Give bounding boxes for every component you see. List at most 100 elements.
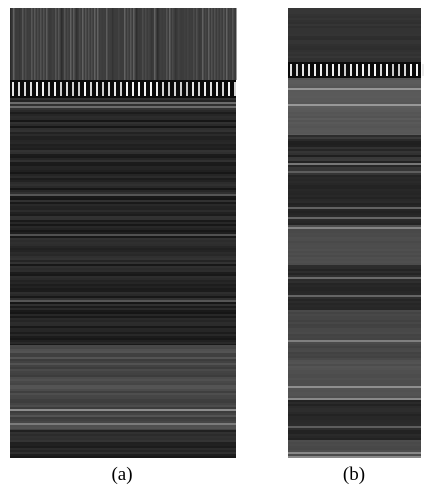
texture-stripe bbox=[124, 8, 126, 80]
texture-stripe bbox=[10, 8, 12, 80]
bar-stripe bbox=[416, 64, 418, 76]
texture-line bbox=[10, 198, 236, 200]
texture-line bbox=[288, 14, 421, 16]
texture-line bbox=[288, 92, 421, 94]
texture-stripe bbox=[13, 8, 15, 80]
texture-line bbox=[10, 357, 236, 359]
texture-line bbox=[10, 326, 236, 328]
texture-line bbox=[288, 112, 421, 114]
texture-line bbox=[288, 273, 421, 275]
texture-line bbox=[10, 310, 236, 312]
texture-line bbox=[10, 128, 236, 130]
texture-line bbox=[10, 411, 236, 413]
texture-line bbox=[10, 192, 236, 194]
texture-line bbox=[288, 251, 421, 253]
texture-line bbox=[288, 283, 421, 285]
texture-line bbox=[288, 175, 421, 177]
texture-line bbox=[10, 430, 236, 432]
texture-line bbox=[10, 438, 236, 440]
texture-line bbox=[10, 268, 236, 270]
texture-line bbox=[10, 421, 236, 423]
texture-line bbox=[10, 210, 236, 212]
texture-stripe bbox=[172, 8, 174, 80]
texture-line bbox=[288, 366, 421, 368]
bar-stripe bbox=[126, 82, 128, 96]
texture-line bbox=[288, 157, 421, 159]
texture-line bbox=[288, 346, 421, 348]
texture-line bbox=[288, 291, 421, 293]
texture-line bbox=[10, 146, 236, 148]
texture-stripe bbox=[88, 8, 90, 80]
texture-line bbox=[10, 296, 236, 298]
texture-line bbox=[10, 387, 236, 389]
texture-line bbox=[10, 188, 236, 190]
texture-line bbox=[288, 169, 421, 171]
texture-line bbox=[10, 152, 236, 154]
texture-stripe bbox=[82, 8, 84, 80]
texture-line bbox=[10, 246, 236, 248]
texture-line bbox=[288, 344, 421, 346]
texture-line bbox=[10, 150, 236, 152]
texture-line bbox=[288, 420, 421, 422]
bar-stripe bbox=[368, 64, 370, 76]
texture-line bbox=[288, 207, 421, 209]
texture-line bbox=[10, 202, 236, 204]
texture-line bbox=[10, 258, 236, 260]
texture-line bbox=[10, 436, 236, 438]
texture-line bbox=[288, 213, 421, 215]
texture-line bbox=[10, 142, 236, 144]
texture-line bbox=[288, 201, 421, 203]
texture-line bbox=[288, 310, 421, 312]
texture-line bbox=[288, 412, 421, 414]
texture-stripe bbox=[130, 8, 132, 80]
texture-line bbox=[288, 438, 421, 440]
texture-line bbox=[10, 172, 236, 174]
texture-line bbox=[288, 139, 421, 141]
bar-stripe bbox=[404, 64, 406, 76]
texture-line bbox=[10, 393, 236, 395]
texture-line bbox=[288, 336, 421, 338]
texture-line bbox=[288, 382, 421, 384]
texture-stripe bbox=[175, 8, 177, 80]
texture-line bbox=[10, 332, 236, 334]
texture-line bbox=[10, 214, 236, 216]
bar-stripe bbox=[66, 82, 68, 96]
texture-line bbox=[10, 230, 236, 232]
texture-line bbox=[288, 100, 421, 102]
texture-line bbox=[10, 144, 236, 146]
texture-line bbox=[10, 234, 236, 236]
texture-line bbox=[288, 402, 421, 404]
texture-stripe bbox=[139, 8, 141, 80]
texture-line bbox=[288, 279, 421, 281]
texture-line bbox=[288, 10, 421, 12]
texture-line bbox=[10, 240, 236, 242]
texture-stripe bbox=[160, 8, 162, 80]
texture-line bbox=[288, 398, 421, 400]
texture-line bbox=[288, 185, 421, 187]
texture-stripe bbox=[22, 8, 24, 80]
texture-line bbox=[10, 423, 236, 425]
texture-line bbox=[288, 277, 421, 279]
texture-line bbox=[288, 354, 421, 356]
texture-line bbox=[288, 334, 421, 336]
texture-line bbox=[10, 454, 236, 456]
texture-line bbox=[288, 167, 421, 169]
texture-line bbox=[288, 145, 421, 147]
texture-line bbox=[288, 225, 421, 227]
texture-line bbox=[288, 48, 421, 50]
texture-line bbox=[10, 154, 236, 156]
texture-line bbox=[288, 149, 421, 151]
texture-line bbox=[288, 227, 421, 229]
texture-line bbox=[288, 20, 421, 22]
texture-line bbox=[288, 90, 421, 92]
texture-line bbox=[10, 140, 236, 142]
bar-stripe bbox=[386, 64, 388, 76]
texture-line bbox=[10, 116, 236, 118]
texture-line bbox=[10, 238, 236, 240]
texture-stripe bbox=[196, 8, 198, 80]
texture-line bbox=[288, 22, 421, 24]
texture-line bbox=[288, 128, 421, 130]
texture-line bbox=[10, 102, 236, 104]
texture-stripe bbox=[208, 8, 210, 80]
texture-line bbox=[288, 16, 421, 18]
